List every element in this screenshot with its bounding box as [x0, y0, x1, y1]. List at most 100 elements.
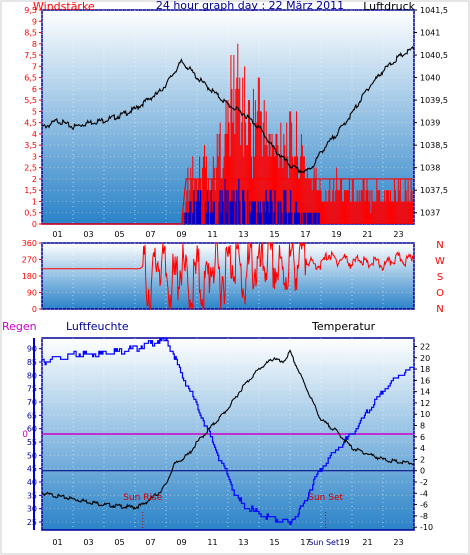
pressure-tick-label: 1037,5 — [420, 186, 448, 195]
temperature-tick-label: 20 — [420, 354, 430, 363]
hour-label: 03 — [83, 230, 93, 239]
direction-tick-label: 270 — [22, 256, 37, 265]
wind-tick-label: 9,5 — [24, 6, 37, 15]
pressure-tick-label: 1038,5 — [420, 141, 448, 150]
humidity-tick-label: 85 — [27, 358, 37, 367]
wind-tick-label: 1 — [32, 197, 37, 206]
temperature-tick-label: -4 — [420, 489, 428, 498]
pressure-tick-label: 1037 — [420, 209, 440, 218]
compass-label: S — [437, 272, 443, 283]
hour-label: 15 — [269, 230, 279, 239]
humidity-line — [42, 337, 415, 526]
temperature-tick-label: 0 — [420, 467, 425, 476]
gust-series — [184, 178, 320, 224]
hour-label: 23 — [393, 538, 403, 547]
pressure-tick-label: 1041 — [420, 29, 440, 38]
wind-tick-label: 5 — [32, 107, 37, 116]
pressure-tick-label: 1038 — [420, 164, 440, 173]
hour-label: 07 — [145, 538, 155, 547]
hour-label: 01 — [52, 230, 62, 239]
hour-label: 21 — [362, 230, 372, 239]
hour-label: 09 — [176, 538, 186, 547]
hour-label: 19 — [339, 538, 349, 547]
wind-tick-label: 3 — [32, 152, 37, 161]
temperature-tick-label: 6 — [420, 433, 425, 442]
hour-label: 17 — [300, 538, 310, 547]
humidity-tick-label: 35 — [27, 491, 37, 500]
temperature-line — [41, 349, 415, 511]
pressure-axis-ticks: 1037 1037,5 1038 1038,5 1039 1039,5 1040 1040,5… — [414, 6, 448, 218]
wind-tick-label: 6,5 — [24, 74, 37, 83]
direction-tick-label: 180 — [22, 272, 37, 281]
temperature-tick-label: -2 — [420, 478, 428, 487]
wind-tick-label: 0 — [32, 220, 37, 229]
humidity-tick-label: 65 — [27, 411, 37, 420]
hour-label: 01 — [52, 538, 62, 547]
pressure-axis-label: Luftdruck — [363, 0, 415, 13]
hour-label: 03 — [83, 538, 93, 547]
humidity-tick-label: 40 — [27, 478, 37, 487]
temperature-tick-label: 10 — [420, 410, 430, 419]
temperature-tick-label: 4 — [420, 444, 425, 453]
hour-label: 05 — [114, 538, 124, 547]
panel2-grid — [41, 242, 415, 310]
sun-markers: Sun Rise Sun Set — [123, 493, 343, 530]
hour-label: 23 — [393, 230, 403, 239]
temperature-tick-label: 16 — [420, 376, 430, 385]
wind-axis-ticks: 0 0,5 1 1,5 2 2,5 3 3,5 4 4,5 5 5,5 6 6,5 7 7,5 8 8,5 9 9,5 — [24, 6, 42, 229]
wind-tick-label: 0,5 — [24, 209, 37, 218]
hour-label: 13 — [238, 538, 248, 547]
wind-axis-label: Windstärke — [33, 0, 95, 13]
wind-pressure-panel: 0 0,5 1 1,5 2 2,5 3 3,5 4 4,5 5 5,5 6 6,5 7 7,5 8 8,5 9 9,5… — [24, 0, 448, 239]
hour-label: 21 — [362, 538, 372, 547]
direction-tick-label: 0 — [32, 305, 37, 314]
temperature-tick-label: -10 — [420, 523, 433, 532]
rain-zero-tick: 0 — [22, 430, 28, 440]
temperature-tick-label: -6 — [420, 501, 428, 510]
temperature-axis-label: Temperatur — [311, 320, 376, 333]
direction-tick-label: 360 — [22, 239, 37, 248]
hour-label: 11 — [207, 230, 217, 239]
hour-label: 19 — [331, 230, 341, 239]
wind-tick-label: 2,5 — [24, 164, 37, 173]
hour-label: 11 — [207, 538, 217, 547]
humidity-tick-label: 30 — [27, 505, 37, 514]
humidity-axis-ticks: 25 30 35 40 45 50 55 60 65 70 75 80 85 90 — [27, 345, 42, 527]
humidity-axis-label: Luftfeuchte — [66, 320, 129, 333]
hour-label: 17 — [300, 230, 310, 239]
sun-marker-label: Sun Rise — [123, 493, 162, 503]
humidity-tick-label: 80 — [27, 371, 37, 380]
direction-axis-ticks: 0 90 180 270 360 — [22, 239, 42, 314]
humidity-tick-label: 50 — [27, 451, 37, 460]
direction-tick-label: 90 — [27, 289, 37, 298]
wind-tick-label: 7 — [32, 62, 37, 71]
chart-title: 24 hour graph day : 22 März 2011 — [156, 0, 344, 12]
wind-tick-label: 7,5 — [24, 51, 37, 60]
wind-tick-label: 3,5 — [24, 141, 37, 150]
hour-label: 15 — [269, 538, 279, 547]
wind-tick-label: 6 — [32, 85, 37, 94]
pressure-tick-label: 1039 — [420, 119, 440, 128]
humidity-tick-label: 90 — [27, 345, 37, 354]
temperature-tick-label: 22 — [420, 342, 430, 351]
hour-label: 05 — [114, 230, 124, 239]
wind-tick-label: 8,5 — [24, 29, 37, 38]
wind-baseline — [42, 178, 413, 225]
wind-tick-label: 4,5 — [24, 119, 37, 128]
pressure-tick-label: 1040 — [420, 74, 440, 83]
pressure-tick-label: 1039,5 — [420, 96, 448, 105]
compass-label: O — [436, 288, 444, 299]
compass-label: W — [435, 256, 445, 267]
humidity-tick-label: 45 — [27, 465, 37, 474]
humidity-tick-label: 60 — [27, 425, 37, 434]
compass-label: N — [436, 240, 443, 251]
temperature-axis-ticks: -10 -8 -6 -4 -2 0 2 4 6 8 10 12 14 16 18 20 22 — [414, 342, 433, 532]
temperature-tick-label: 14 — [420, 388, 430, 397]
hour-label: 13 — [238, 230, 248, 239]
humidity-tick-label: 75 — [27, 385, 37, 394]
sunset-axis-label: Sun Set — [308, 538, 339, 547]
